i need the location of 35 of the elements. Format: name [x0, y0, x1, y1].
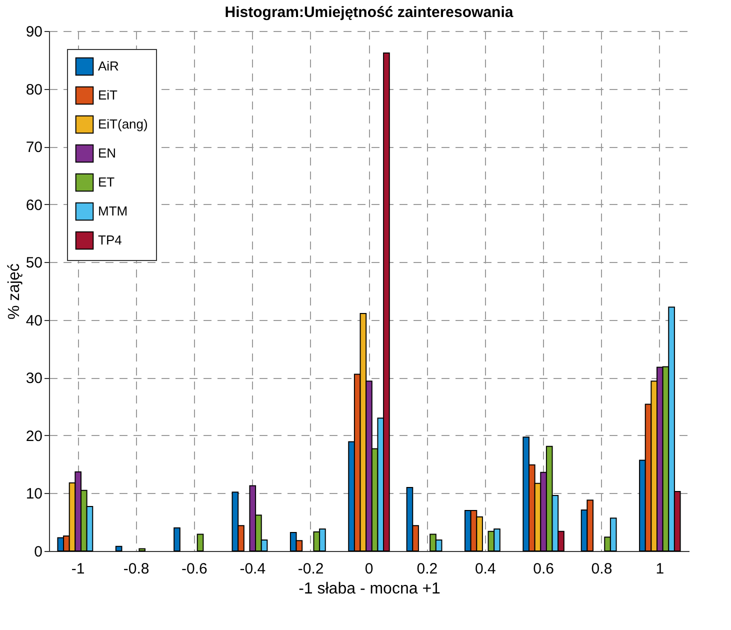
y-axis-title: % zajęć [6, 263, 23, 320]
legend-label: ET [98, 174, 115, 190]
y-tick-label: 0 [34, 544, 42, 560]
legend-label: EN [98, 146, 116, 160]
x-tick-label: -0.8 [123, 560, 150, 578]
bar [138, 548, 146, 552]
x-tick-label: 0.6 [533, 560, 554, 578]
x-tick-label: 0.2 [416, 560, 438, 578]
x-tick-label: -0.6 [182, 560, 208, 578]
y-tick-label: 50 [26, 254, 42, 272]
y-tick-label: 10 [26, 486, 42, 503]
x-tick-label: 0.8 [591, 560, 612, 578]
x-tick-label: 0 [364, 560, 374, 578]
bar [115, 546, 122, 552]
y-tick-label: 90 [26, 24, 42, 40]
y-tick-label: 80 [26, 81, 42, 98]
bar [196, 534, 204, 552]
chart-title: Histogram:Umiejętność zainteresowania [224, 4, 514, 21]
legend-label: MTM [98, 204, 128, 218]
legend-label: TP4 [98, 232, 122, 248]
x-tick-label: 1 [656, 560, 664, 578]
x-tick-label: -1 [71, 560, 85, 578]
x-tick-label: -0.2 [298, 560, 324, 578]
y-tick-label: 30 [26, 370, 42, 388]
x-tick-label: -0.4 [240, 560, 266, 578]
y-tick-label: 40 [26, 312, 42, 330]
y-tick-label: 60 [26, 196, 42, 214]
legend-label: EiT(ang) [98, 116, 148, 132]
bar [174, 527, 180, 552]
y-tick-label: 20 [26, 428, 42, 445]
x-axis-title: -1 słaba - mocna +1 [298, 580, 441, 598]
y-tick-label: 70 [26, 139, 42, 156]
legend-label: EiT [98, 88, 118, 102]
legend-label: AiR [98, 58, 119, 74]
x-tick-label: 0.4 [474, 560, 496, 578]
